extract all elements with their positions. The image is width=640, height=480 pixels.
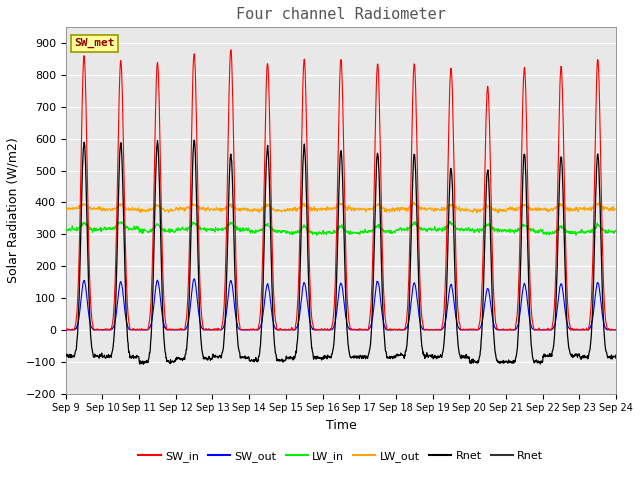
Line: LW_in: LW_in [66, 222, 640, 330]
Rnet [62, 354, 70, 360]
LW_out [499, 206, 506, 212]
SW_in [227, 47, 235, 53]
SW_out [585, 327, 593, 333]
Rnet [334, 239, 342, 244]
LW_out [62, 206, 70, 212]
Rnet [499, 359, 506, 365]
SW_out [62, 327, 70, 333]
LW_in [499, 227, 506, 232]
Line: Rnet: Rnet [66, 140, 640, 364]
SW_in [62, 327, 70, 333]
SW_in [62, 327, 70, 333]
LW_out [584, 207, 592, 213]
LW_in [344, 228, 352, 234]
Rnet [140, 361, 147, 367]
Rnet [345, 347, 353, 353]
X-axis label: Time: Time [326, 419, 356, 432]
LW_in [62, 227, 70, 232]
SW_out [63, 327, 70, 333]
SW_out [154, 278, 162, 284]
SW_in [499, 326, 506, 332]
Rnet [190, 137, 198, 143]
Y-axis label: Solar Radiation (W/m2): Solar Radiation (W/m2) [7, 138, 20, 283]
Rnet [585, 353, 593, 359]
SW_in [334, 174, 342, 180]
LW_out [410, 199, 418, 205]
LW_out [333, 205, 340, 211]
SW_in [154, 63, 162, 69]
SW_in [585, 327, 593, 333]
Legend: SW_in, SW_out, LW_in, LW_out, Rnet, Rnet: SW_in, SW_out, LW_in, LW_out, Rnet, Rnet [134, 447, 548, 467]
Line: SW_out: SW_out [66, 279, 640, 330]
Rnet [154, 142, 162, 148]
SW_out [190, 276, 198, 282]
LW_out [154, 202, 161, 208]
LW_in [584, 228, 592, 234]
Text: SW_met: SW_met [74, 38, 115, 48]
SW_out [345, 325, 353, 331]
SW_out [499, 327, 506, 333]
Line: SW_in: SW_in [66, 50, 640, 330]
Line: LW_out: LW_out [66, 202, 640, 330]
Title: Four channel Radiometer: Four channel Radiometer [236, 7, 446, 22]
LW_in [446, 219, 454, 225]
SW_out [334, 300, 342, 306]
SW_in [345, 316, 353, 322]
LW_in [154, 222, 161, 228]
LW_out [344, 204, 352, 210]
LW_in [333, 228, 340, 233]
